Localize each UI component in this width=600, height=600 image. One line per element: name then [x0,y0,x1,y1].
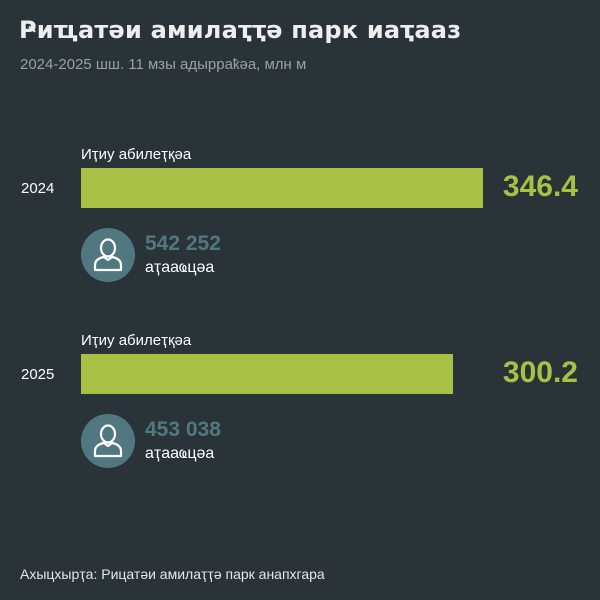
bar-label: Иҭиу абилеҭқәа [81,332,192,349]
page-title: Ҏиҵатәи амилаҭҭә парк иаҭааз [19,16,462,44]
bar-value: 346.4 [502,170,578,203]
bar-value: 300.2 [502,356,578,389]
passenger-label: аҭааҩцәа [145,259,215,276]
bar-label: Иҭиу абилеҭқәа [81,146,192,163]
year-label: 2024 [21,180,55,197]
page-subtitle: 2024-2025 шш. 11 мзы адырраҟәа, млн м [20,56,307,73]
bar-2024 [81,168,483,208]
year-label: 2025 [21,366,55,383]
bar-2025 [81,354,453,394]
person-icon [81,414,135,468]
passenger-label: аҭааҩцәа [145,445,215,462]
passenger-count: 542 252 [145,232,221,255]
person-icon [81,228,135,282]
source-note: Ахыцхырҭа: Рицатәи амилаҭҭә парк анапхга… [20,566,325,582]
passenger-count: 453 038 [145,418,221,441]
